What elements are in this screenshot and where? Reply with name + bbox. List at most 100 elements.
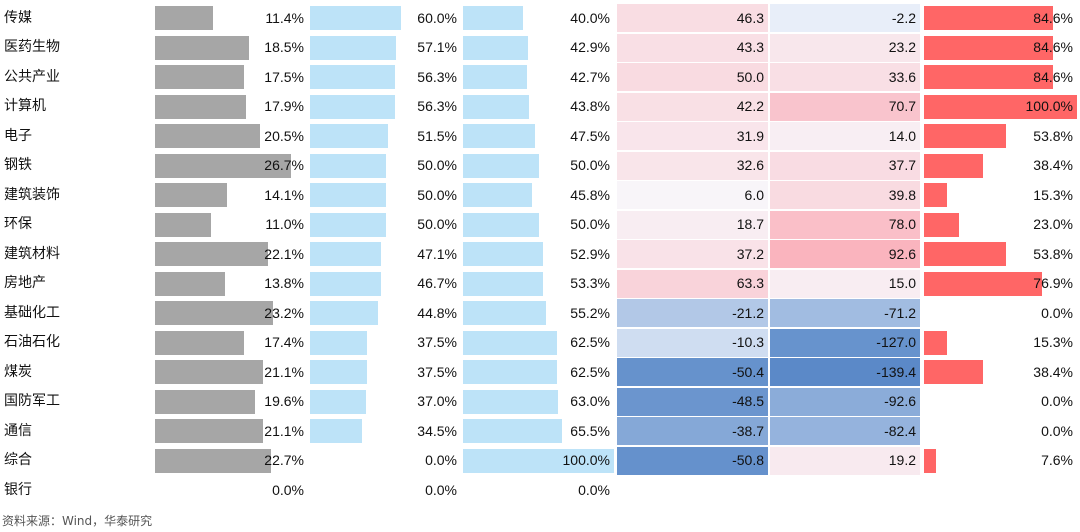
data-bar bbox=[155, 153, 292, 178]
data-label: 15.3% bbox=[1033, 334, 1073, 350]
data-label: 38.4% bbox=[1033, 157, 1073, 173]
data-bar bbox=[310, 183, 386, 207]
data-bar bbox=[310, 242, 382, 266]
data-label: 51.5% bbox=[417, 127, 457, 144]
data-bar bbox=[155, 419, 263, 443]
data-label: 20.5% bbox=[264, 127, 304, 144]
data-label: 11.4% bbox=[265, 9, 304, 26]
data-label: 26.7% bbox=[264, 157, 304, 173]
heat-cell bbox=[770, 151, 920, 180]
data-label: -71.2 bbox=[884, 304, 916, 321]
heat-cell bbox=[617, 181, 768, 209]
data-label: 23.2% bbox=[264, 304, 304, 321]
data-bar bbox=[924, 271, 1042, 296]
data-bar bbox=[463, 35, 528, 60]
data-label: -50.8 bbox=[732, 452, 764, 468]
data-label: 47.5% bbox=[570, 127, 610, 144]
data-label: 60.0% bbox=[417, 9, 457, 26]
data-label: 42.2 bbox=[736, 98, 764, 114]
data-label: 7.6% bbox=[1041, 452, 1073, 468]
heat-cell bbox=[617, 417, 768, 445]
data-label: -82.4 bbox=[884, 422, 916, 439]
data-label: -92.6 bbox=[884, 393, 916, 409]
data-bar bbox=[310, 389, 366, 414]
heat-cell bbox=[617, 122, 768, 150]
heat-cell bbox=[770, 358, 920, 386]
data-label: 46.3 bbox=[736, 9, 764, 26]
data-label: 23.2 bbox=[888, 39, 916, 55]
data-bar bbox=[310, 124, 388, 148]
data-label: 45.8% bbox=[570, 186, 610, 203]
heat-cell bbox=[770, 240, 920, 268]
data-label: 70.7 bbox=[888, 98, 916, 114]
row-label: 银行 bbox=[4, 481, 32, 498]
data-bar bbox=[155, 124, 260, 148]
data-label: 42.7% bbox=[570, 68, 610, 85]
data-label: 100.0% bbox=[1025, 98, 1073, 114]
heat-cell bbox=[770, 299, 920, 327]
row-label: 通信 bbox=[4, 422, 32, 439]
heat-cell bbox=[617, 446, 768, 475]
data-bar bbox=[924, 212, 960, 237]
data-label: 50.0% bbox=[417, 216, 457, 232]
data-bar bbox=[463, 419, 562, 443]
data-bar bbox=[155, 242, 268, 266]
data-bar bbox=[155, 6, 214, 30]
data-label: 44.8% bbox=[417, 304, 457, 321]
heat-cell bbox=[617, 33, 768, 62]
heat-cell bbox=[770, 33, 920, 62]
data-label: 0.0% bbox=[1041, 393, 1073, 409]
data-bar bbox=[924, 6, 1054, 30]
data-label: 78.0 bbox=[888, 216, 916, 232]
data-label: 84.6% bbox=[1033, 68, 1073, 85]
data-bar bbox=[310, 65, 395, 89]
data-bar bbox=[155, 301, 274, 325]
data-label: 38.4% bbox=[1033, 363, 1073, 380]
data-label: -38.7 bbox=[732, 422, 764, 439]
data-label: 37.7 bbox=[888, 157, 916, 173]
row-label: 综合 bbox=[4, 452, 32, 468]
data-bar bbox=[463, 153, 539, 178]
data-label: 0.0% bbox=[425, 481, 457, 498]
data-label: 84.6% bbox=[1033, 39, 1073, 55]
data-label: 14.1% bbox=[264, 186, 304, 203]
data-bar bbox=[463, 6, 524, 30]
data-bar bbox=[155, 330, 244, 355]
data-bar bbox=[310, 360, 367, 384]
heat-cell bbox=[617, 151, 768, 180]
row-label: 基础化工 bbox=[4, 304, 60, 321]
data-label: 22.7% bbox=[264, 452, 304, 468]
row-label: 建筑材料 bbox=[4, 245, 60, 262]
data-bar bbox=[310, 35, 397, 60]
heat-cell bbox=[770, 92, 920, 121]
data-bar bbox=[463, 448, 614, 473]
data-label: 37.2 bbox=[736, 245, 764, 262]
data-bar bbox=[310, 301, 378, 325]
heat-cell bbox=[770, 181, 920, 209]
data-bar bbox=[310, 6, 401, 30]
data-label: 23.0% bbox=[1033, 216, 1073, 232]
data-label: 17.4% bbox=[264, 334, 304, 350]
data-bar bbox=[924, 360, 983, 384]
data-label: -2.2 bbox=[891, 9, 916, 26]
heat-cell bbox=[770, 63, 920, 91]
data-bar bbox=[463, 301, 547, 325]
data-bar bbox=[924, 65, 1054, 89]
data-label: 62.5% bbox=[570, 363, 610, 380]
data-label: 47.1% bbox=[417, 245, 457, 262]
data-bar bbox=[155, 94, 247, 119]
data-label: 22.1% bbox=[264, 245, 304, 262]
data-label: 18.7 bbox=[736, 216, 764, 232]
data-bar bbox=[310, 153, 386, 178]
row-label: 国防军工 bbox=[4, 393, 60, 409]
data-bar bbox=[924, 124, 1007, 148]
data-label: 43.8% bbox=[570, 98, 610, 114]
data-label: 33.6 bbox=[888, 68, 916, 85]
data-label: -127.0 bbox=[876, 334, 916, 350]
heat-cell bbox=[770, 328, 920, 357]
data-label: 42.9% bbox=[570, 39, 610, 55]
data-label: 92.6 bbox=[888, 245, 916, 262]
row-label: 环保 bbox=[4, 216, 32, 232]
data-label: 56.3% bbox=[417, 98, 457, 114]
data-label: 50.0% bbox=[570, 157, 610, 173]
